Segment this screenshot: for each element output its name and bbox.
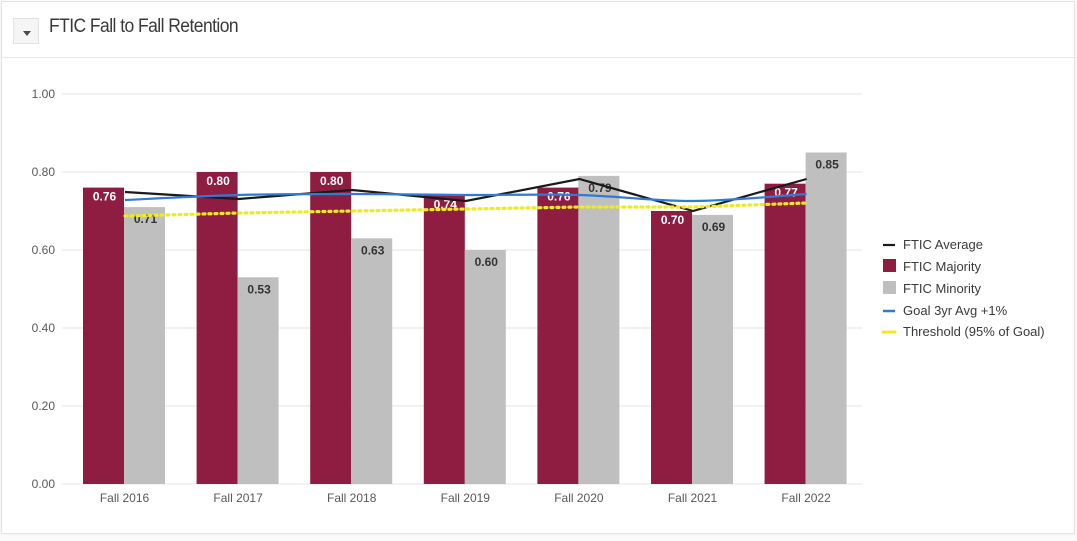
svg-text:0.00: 0.00 <box>32 477 56 491</box>
svg-text:Threshold (95% of Goal): Threshold (95% of Goal) <box>903 324 1045 339</box>
svg-text:Fall 2020: Fall 2020 <box>554 491 604 505</box>
svg-text:0.80: 0.80 <box>32 165 56 179</box>
svg-text:Fall 2019: Fall 2019 <box>441 491 491 505</box>
svg-text:Fall 2022: Fall 2022 <box>781 491 831 505</box>
svg-text:0.80: 0.80 <box>320 174 344 188</box>
svg-text:FTIC Average: FTIC Average <box>903 237 983 252</box>
svg-text:0.76: 0.76 <box>547 190 571 204</box>
svg-text:Goal 3yr Avg +1%: Goal 3yr Avg +1% <box>903 303 1008 318</box>
svg-text:0.53: 0.53 <box>247 282 271 296</box>
svg-text:0.85: 0.85 <box>815 158 839 172</box>
svg-text:0.69: 0.69 <box>702 220 726 234</box>
svg-text:FTIC Minority: FTIC Minority <box>903 281 982 296</box>
svg-text:0.60: 0.60 <box>32 243 56 257</box>
svg-text:Fall 2017: Fall 2017 <box>213 491 263 505</box>
svg-text:0.76: 0.76 <box>93 190 117 204</box>
svg-text:0.60: 0.60 <box>475 255 499 269</box>
svg-text:0.20: 0.20 <box>32 399 56 413</box>
svg-text:0.40: 0.40 <box>32 321 56 335</box>
svg-text:FTIC Majority: FTIC Majority <box>903 259 982 274</box>
svg-text:Fall 2016: Fall 2016 <box>100 491 150 505</box>
svg-text:Fall 2021: Fall 2021 <box>668 491 718 505</box>
svg-text:0.63: 0.63 <box>361 243 385 257</box>
svg-text:1.00: 1.00 <box>32 87 56 101</box>
svg-text:0.70: 0.70 <box>661 213 685 227</box>
svg-text:Fall 2018: Fall 2018 <box>327 491 377 505</box>
svg-text:0.80: 0.80 <box>206 174 230 188</box>
